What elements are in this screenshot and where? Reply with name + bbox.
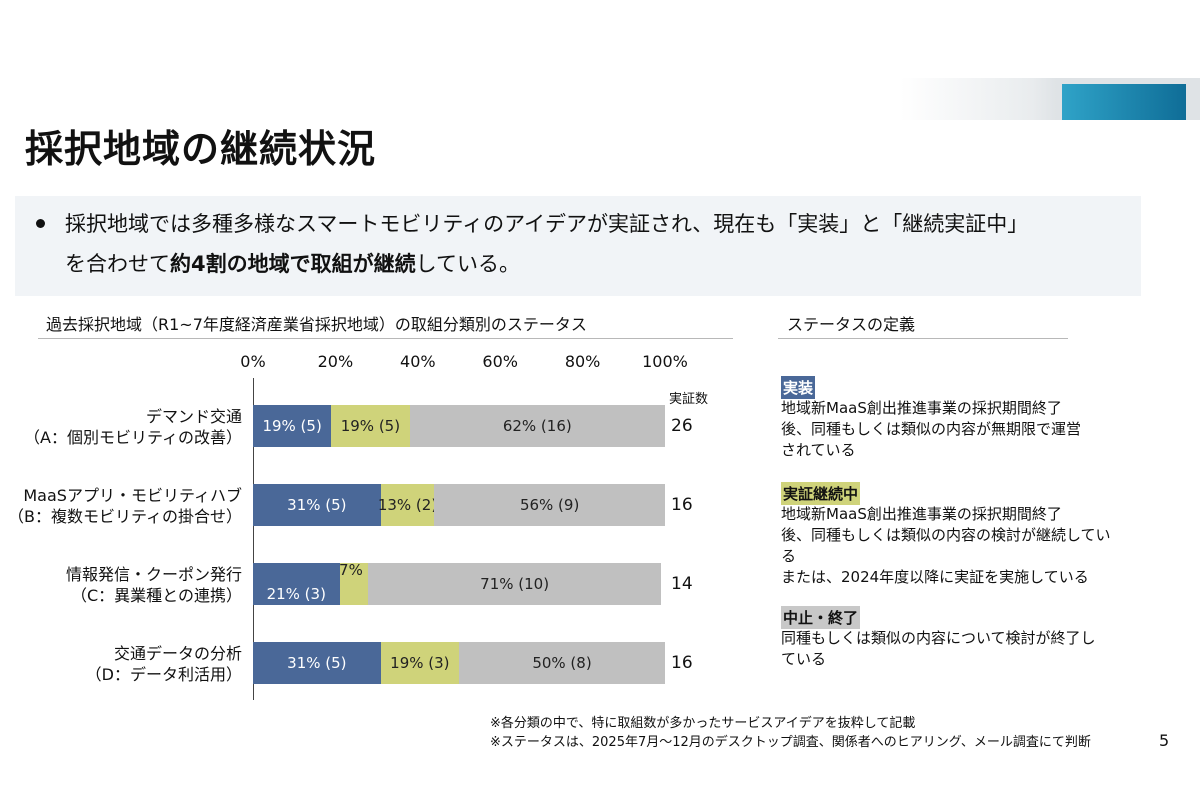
x-tick-label: 60% <box>482 352 518 371</box>
bar-segment: 62% (16) <box>409 405 665 447</box>
bar-data-label: 13% (2) <box>377 496 438 514</box>
status-description-line: ている <box>781 650 827 668</box>
count-value: 16 <box>671 495 693 515</box>
bar-data-label: 31% (5) <box>287 654 347 672</box>
bar-segment: 21% (3) <box>253 563 340 605</box>
category-label-line1: 情報発信・クーポン発行 <box>65 565 242 584</box>
summary-box <box>15 196 1141 296</box>
category-label: 情報発信・クーポン発行 （C：異業種との連携） <box>66 564 242 606</box>
bar-segment: 31% (5) <box>253 642 381 684</box>
category-label-line1: 交通データの分析 <box>113 644 242 663</box>
x-tick-label: 20% <box>317 352 354 371</box>
status-label: 実証継続中 <box>781 482 861 505</box>
category-label-line2: （B：複数モビリティの掛合せ） <box>7 507 242 526</box>
bar-segment: 19% (5) <box>253 405 332 447</box>
bar-segment: 31% (5) <box>253 484 381 526</box>
status-description-line: 後、同種もしくは類似の内容の検討が継続してい <box>781 526 1111 544</box>
category-label-line1: MaaSアプリ・モビリティハブ <box>23 486 242 505</box>
status-description-line: または、2024年度以降に実証を実施している <box>781 568 1089 586</box>
summary-line-2-post: している。 <box>415 252 520 276</box>
count-value: 26 <box>671 416 693 436</box>
summary-line-1: 採択地域では多種多様なスマートモビリティのアイデアが実証され、現在も「実装」と「… <box>65 212 1029 236</box>
status-description: 地域新MaaS創出推進事業の採択期間終了後、同種もしくは類似の内容が無期限で運営… <box>781 398 1126 461</box>
status-description-line: 同種もしくは類似の内容について検討が終了し <box>781 629 1096 647</box>
definitions-title: ステータスの定義 <box>787 315 916 334</box>
page-number: 5 <box>1159 731 1170 750</box>
x-tick-label: 0% <box>240 352 266 371</box>
status-label: 中止・終了 <box>781 606 861 629</box>
summary-line-2-pre: を合わせて <box>65 252 170 276</box>
chart-y-axis-line <box>253 378 254 700</box>
status-description-line: 地域新MaaS創出推進事業の採択期間終了 <box>781 505 1062 523</box>
category-label-line1: デマンド交通 <box>145 407 242 426</box>
bar-segment: 56% (9) <box>434 484 665 526</box>
bar-data-label: 19% (5) <box>262 417 322 435</box>
definitions-title-rule <box>778 338 1068 339</box>
count-header: 実証数 <box>669 392 709 407</box>
bar-data-label: 19% (5) <box>340 417 401 435</box>
summary-line-2-bold: 約4割の地域で取組が継続 <box>170 252 416 276</box>
bar-segment: 19% (3) <box>380 642 459 684</box>
bar-segment: 50% (8) <box>459 642 665 684</box>
category-label-line2: （D：データ利活用） <box>85 665 242 684</box>
status-label: 実装 <box>781 376 816 399</box>
status-description-line: されている <box>781 441 856 459</box>
chart-title: 過去採択地域（R1~7年度経済産業省採択地域）の取組分類別のステータス <box>46 315 587 334</box>
status-description-line: る <box>781 547 797 565</box>
category-label: MaaSアプリ・モビリティハブ （B：複数モビリティの掛合せ） <box>8 485 242 527</box>
chart-title-rule <box>38 338 733 339</box>
x-tick-label: 100% <box>642 352 688 371</box>
bar-data-label: 71% (10) <box>480 575 550 593</box>
x-tick-label: 80% <box>564 352 601 371</box>
header-band <box>0 78 1200 120</box>
bar-data-label: 21% (3) <box>266 585 326 603</box>
bar-data-label: 56% (9) <box>519 496 580 514</box>
page-title: 採択地域の継続状況 <box>25 127 377 171</box>
summary-line-2: を合わせて約4割の地域で取組が継続している。 <box>65 249 520 279</box>
bar-segment: 13% (2) <box>377 484 438 526</box>
status-description-line: 後、同種もしくは類似の内容が無期限で運営 <box>781 420 1082 438</box>
category-label-line2: （A：個別モビリティの改善） <box>24 428 242 447</box>
footnote-1: ※各分類の中で、特に取組数が多かったサービスアイデアを抜粋して記載 <box>490 716 916 731</box>
bar-segment: 71% (10) <box>368 563 661 605</box>
category-label: デマンド交通 （A：個別モビリティの改善） <box>24 406 242 448</box>
bar-data-label: 50% (8) <box>532 654 592 672</box>
bar-segment: 7% (1) <box>339 561 389 605</box>
x-tick-label: 40% <box>400 352 436 371</box>
status-description-line: 地域新MaaS創出推進事業の採択期間終了 <box>781 399 1062 417</box>
bullet-icon <box>36 219 45 228</box>
bar-segment: 19% (5) <box>331 405 410 447</box>
header-accent <box>1062 84 1186 120</box>
category-label: 交通データの分析 （D：データ利活用） <box>86 643 242 685</box>
count-value: 14 <box>671 574 693 594</box>
category-label-line2: （C：異業種との連携） <box>70 586 242 605</box>
footnote-2: ※ステータスは、2025年7月～12月のデスクトップ調査、関係者へのヒアリング、… <box>490 735 1091 750</box>
bar-data-label: 31% (5) <box>287 496 347 514</box>
bar-data-label: 62% (16) <box>502 417 572 435</box>
count-value: 16 <box>671 653 693 673</box>
status-description: 同種もしくは類似の内容について検討が終了し ている <box>781 628 1126 670</box>
status-description: 地域新MaaS創出推進事業の採択期間終了後、同種もしくは類似の内容の検討が継続し… <box>781 504 1126 588</box>
bar-data-label: 19% (3) <box>390 654 450 672</box>
